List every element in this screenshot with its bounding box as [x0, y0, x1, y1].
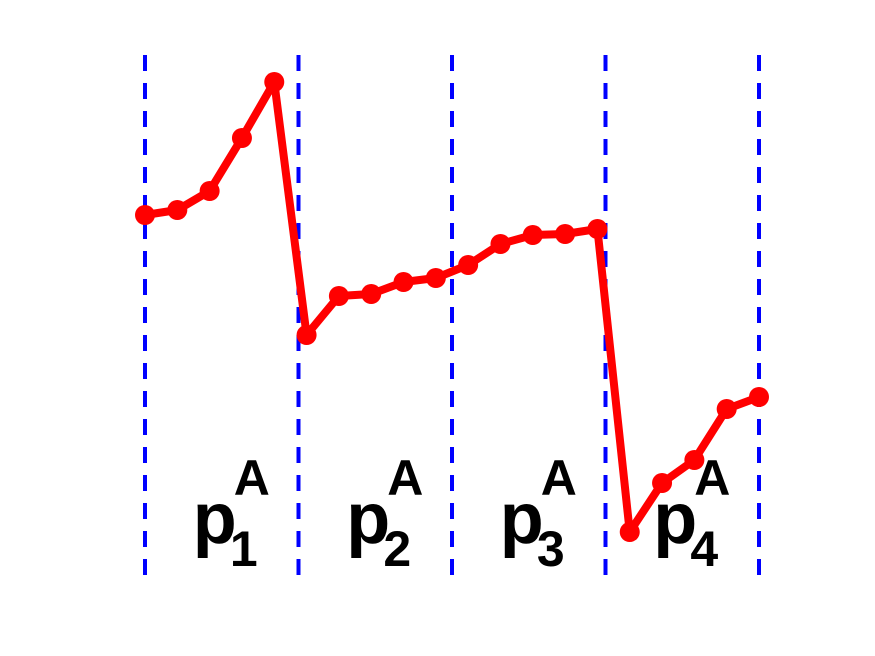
label-subscript: 4 — [690, 521, 718, 577]
data-point — [458, 255, 479, 275]
data-point — [716, 399, 737, 419]
data-point — [393, 272, 414, 292]
label-superscript: A — [387, 450, 423, 506]
data-point — [425, 268, 446, 288]
label-subscript: 2 — [383, 521, 411, 577]
label-superscript: A — [234, 450, 270, 506]
data-point — [555, 224, 576, 244]
data-point — [522, 225, 543, 245]
data-point — [361, 284, 382, 304]
data-point — [167, 200, 188, 220]
data-point — [328, 286, 349, 306]
data-point — [231, 128, 252, 148]
label-base: p — [193, 479, 237, 559]
label-subscript: 3 — [537, 521, 565, 577]
label-superscript: A — [541, 450, 577, 506]
label-base: p — [346, 479, 390, 559]
data-point — [296, 325, 317, 345]
data-point — [199, 181, 220, 201]
data-point — [684, 450, 705, 470]
label-subscript: 1 — [230, 521, 258, 577]
data-point — [652, 473, 673, 493]
data-point — [264, 72, 285, 92]
data-point — [749, 387, 769, 407]
data-point — [490, 234, 511, 254]
data-point — [619, 522, 640, 542]
data-point — [135, 205, 155, 225]
label-base: p — [500, 479, 544, 559]
data-point — [587, 219, 608, 239]
